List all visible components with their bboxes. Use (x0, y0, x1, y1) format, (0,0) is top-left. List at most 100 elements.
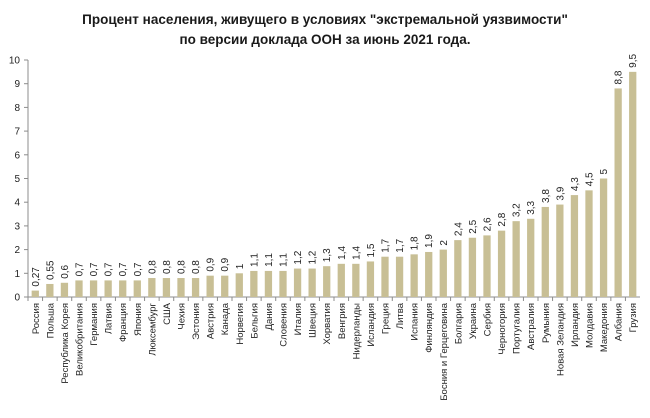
y-tick-label: 4 (14, 198, 20, 209)
y-tick-label: 1 (14, 269, 20, 280)
x-tick-label: Новая Зеландия (555, 303, 566, 376)
x-tick-label: Словения (279, 303, 290, 347)
x-tick-label: Республика Корея (60, 303, 71, 384)
bar (381, 256, 389, 297)
data-label: 0,27 (31, 267, 42, 287)
x-tick-label: Великобритания (75, 303, 86, 376)
bar (570, 195, 579, 297)
bar (468, 237, 477, 297)
data-label: 0,9 (220, 257, 231, 271)
bar (541, 206, 549, 297)
data-label: 0,7 (133, 262, 144, 276)
bar (46, 283, 54, 297)
chart-title-line-2: по версии доклада ООН за июнь 2021 года. (179, 32, 471, 47)
x-tick-label: Бельгия (249, 303, 260, 339)
data-label: 3,2 (512, 203, 523, 217)
x-tick-label: Венгрия (337, 303, 348, 339)
bar (206, 275, 214, 297)
data-labels: 0,27 0,55 0,6 0,7 0,7 0,7 0,7 0,7 0,8 0,8 0,8 0,8 0,… (31, 54, 639, 287)
bar (410, 254, 418, 297)
bar (308, 268, 316, 297)
chart-title-line-1: Процент населения, живущего в условиях "… (82, 12, 568, 27)
data-label: 2,5 (468, 219, 479, 233)
bar (439, 249, 447, 297)
x-tick-label: Хорватия (322, 303, 333, 345)
data-label: 0,8 (191, 260, 202, 274)
x-tick-label: Люксембург (147, 302, 158, 355)
x-tick-label: Австрия (206, 303, 217, 339)
bar (599, 178, 608, 297)
bar (221, 275, 229, 297)
bar (235, 273, 243, 297)
data-label: 0,7 (75, 262, 86, 276)
bar (323, 266, 331, 297)
data-label: 1,9 (424, 234, 435, 248)
data-label: 1 (235, 263, 246, 269)
data-label: 0,8 (162, 260, 173, 274)
bar (177, 278, 185, 297)
x-tick-label: Дания (264, 303, 275, 330)
bar (497, 230, 506, 297)
data-label: 1,1 (264, 253, 275, 267)
bar (337, 263, 345, 297)
x-tick-label: Польша (45, 302, 56, 338)
x-tick-label: Финляндия (424, 303, 435, 353)
x-tick-label: Ирландия (570, 303, 581, 347)
bar (352, 263, 360, 297)
x-tick-label: Латвия (104, 303, 115, 334)
data-label: 2,6 (483, 217, 494, 231)
data-label: 9,5 (628, 54, 639, 68)
data-label: 8,8 (614, 70, 625, 84)
data-label: 1,4 (351, 245, 362, 259)
x-tick-label: Франция (118, 303, 129, 342)
y-tick-label: 8 (14, 103, 20, 114)
bar (366, 261, 375, 297)
bar (425, 251, 433, 297)
x-tick-label: Италия (293, 303, 304, 335)
data-label: 0,9 (206, 257, 217, 271)
bar (279, 270, 287, 297)
y-tick-label: 9 (14, 79, 20, 90)
bar (60, 282, 69, 297)
data-label: 0,8 (177, 260, 188, 274)
x-tick-label: Норвегия (235, 303, 246, 345)
bar (133, 280, 141, 297)
x-tick-label: Черногория (497, 303, 508, 355)
bar (264, 270, 273, 297)
bar (104, 280, 112, 297)
bar (191, 278, 200, 297)
bar (483, 235, 491, 297)
data-label: 0,8 (147, 260, 158, 274)
y-tick-label: 6 (14, 150, 20, 161)
x-tick-label: Чехия (177, 303, 188, 330)
bar (454, 240, 462, 297)
data-label: 0,7 (89, 262, 100, 276)
bar (31, 290, 39, 297)
bar (148, 278, 156, 297)
x-tick-label: Исландия (366, 303, 377, 347)
y-tick-label: 0 (14, 293, 20, 304)
x-tick-label: Молдавия (585, 303, 596, 348)
data-label: 1,1 (279, 253, 290, 267)
data-label: 3,8 (541, 189, 552, 203)
data-label: 1,1 (249, 253, 260, 267)
bar (293, 268, 302, 297)
data-label: 0,7 (118, 262, 129, 276)
data-label: 1,2 (293, 250, 304, 264)
bar (527, 218, 535, 297)
x-tick-label: Португалия (512, 303, 523, 354)
x-tick-label: Россия (31, 303, 42, 334)
data-label: 1,7 (395, 238, 406, 252)
x-tick-label: Македония (599, 303, 610, 352)
data-label: 0,7 (104, 262, 115, 276)
x-tick-label: Украина (468, 302, 479, 339)
bar (75, 280, 83, 297)
x-tick-label: Япония (133, 303, 144, 336)
data-label: 4,3 (570, 177, 581, 191)
x-tick-label: Босния и Герцеговина (439, 302, 450, 400)
data-label: 4,5 (585, 172, 596, 186)
bar (119, 280, 127, 297)
data-label: 1,8 (410, 236, 421, 250)
